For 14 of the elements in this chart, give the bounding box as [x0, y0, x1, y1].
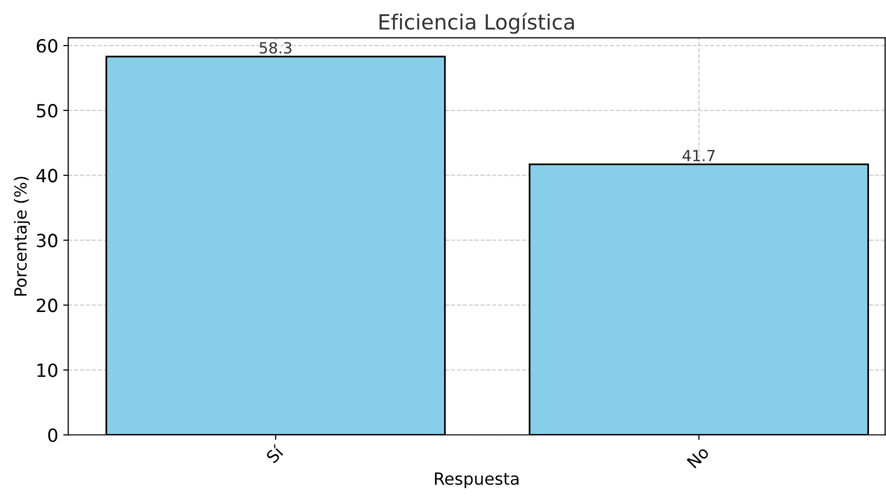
x-axis-title: Respuesta [435, 472, 518, 488]
x-tick-label: Sí [264, 444, 285, 464]
y-tick-label: 0 [48, 428, 58, 442]
y-tick-label: 50 [36, 104, 58, 118]
y-axis-title: Porcentaje (%) [14, 176, 30, 296]
data-label: 41.7 [682, 150, 715, 162]
data-label: 58.3 [260, 42, 292, 54]
x-tick-label: No [686, 446, 710, 469]
y-tick-label: 20 [36, 298, 58, 312]
y-tick-label: 40 [36, 168, 58, 182]
y-tick-label: 30 [36, 234, 58, 248]
y-tick-label: 60 [36, 39, 58, 53]
y-tick-label: 10 [38, 363, 58, 378]
chart-title: Eficiencia Logística [380, 12, 574, 34]
